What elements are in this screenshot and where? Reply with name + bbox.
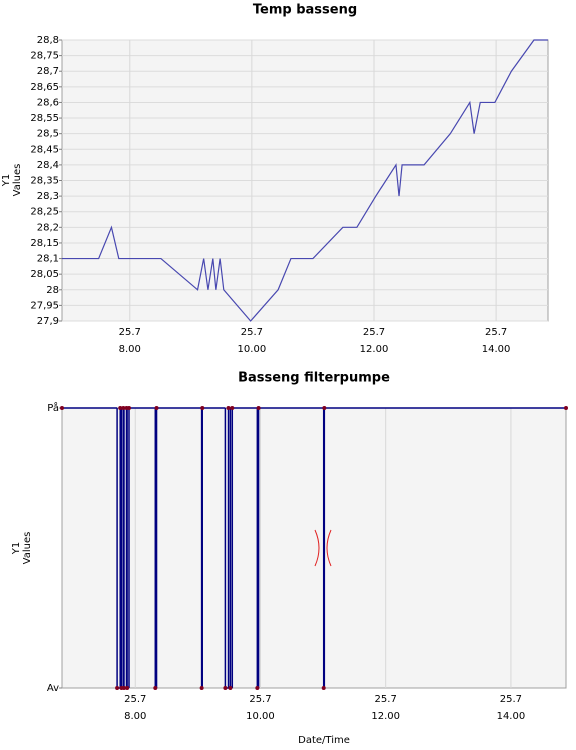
x-tick-date: 25.7 bbox=[485, 327, 507, 338]
point-marker bbox=[126, 406, 131, 410]
point-marker bbox=[60, 406, 64, 410]
point-marker bbox=[228, 686, 233, 690]
x-tick-date: 25.7 bbox=[124, 694, 146, 705]
y-tick-label: 28,8 bbox=[37, 35, 59, 46]
y-tick-label: 28,3 bbox=[37, 191, 59, 202]
point-marker bbox=[564, 406, 568, 410]
x-tick-date: 25.7 bbox=[249, 694, 271, 705]
y-tick-label: 28,4 bbox=[37, 160, 59, 171]
point-marker bbox=[125, 686, 130, 690]
y-tick-label: 27,9 bbox=[37, 316, 59, 327]
y-tick-label: 28,75 bbox=[30, 51, 59, 62]
point-marker bbox=[154, 406, 159, 410]
y-tick-label: 28 bbox=[46, 285, 59, 296]
y-tick-label: 28,45 bbox=[30, 144, 59, 155]
y-tick-label: 28,1 bbox=[37, 254, 59, 265]
data-line bbox=[62, 39, 548, 322]
y-tick-label: Av bbox=[47, 683, 59, 694]
y-tick-label: 28,25 bbox=[30, 207, 59, 218]
chart-title: Basseng filterpumpe bbox=[238, 371, 390, 386]
point-marker bbox=[255, 686, 260, 690]
x-tick-date: 25.7 bbox=[500, 694, 522, 705]
x-tick-label: 14.00 bbox=[497, 711, 526, 722]
chart-title: Temp basseng bbox=[253, 3, 357, 18]
point-marker bbox=[121, 406, 126, 410]
point-marker bbox=[223, 686, 228, 690]
x-tick-label: 10.00 bbox=[238, 344, 267, 355]
y-axis-title: Values bbox=[12, 164, 23, 197]
y-tick-label: 28,7 bbox=[37, 66, 59, 77]
point-marker bbox=[121, 686, 126, 690]
cursor bbox=[314, 529, 332, 567]
y-tick-label: 28,55 bbox=[30, 113, 59, 124]
x-tick-label: 8.00 bbox=[119, 344, 141, 355]
point-marker bbox=[230, 406, 235, 410]
x-tick-date: 25.7 bbox=[119, 327, 141, 338]
y-tick-label: 28,2 bbox=[37, 222, 59, 233]
y-tick-label: 28,05 bbox=[30, 269, 59, 280]
x-tick-label: 14.00 bbox=[482, 344, 511, 355]
x-tick-label: 10.00 bbox=[246, 711, 275, 722]
point-marker bbox=[200, 406, 205, 410]
point-marker bbox=[153, 686, 158, 690]
point-marker bbox=[118, 406, 123, 410]
y-axis-title: Values bbox=[22, 532, 33, 565]
x-axis-title: Date/Time bbox=[298, 735, 350, 746]
y-tick-label: 28,65 bbox=[30, 82, 59, 93]
point-marker bbox=[226, 406, 231, 410]
plot-area bbox=[61, 407, 567, 689]
x-tick-label: 12.00 bbox=[371, 711, 400, 722]
y-tick-label: På bbox=[47, 401, 59, 414]
y-tick-label: 28,15 bbox=[30, 238, 59, 249]
x-tick-date: 25.7 bbox=[375, 694, 397, 705]
y-tick-label: 27,95 bbox=[30, 300, 59, 311]
point-marker bbox=[115, 686, 120, 690]
y-tick-label: 28,6 bbox=[37, 97, 59, 108]
point-marker bbox=[199, 686, 204, 690]
x-tick-label: 8.00 bbox=[124, 711, 146, 722]
point-marker bbox=[322, 406, 327, 410]
x-tick-date: 25.7 bbox=[241, 327, 263, 338]
y-tick-label: 28,5 bbox=[37, 129, 59, 140]
y-tick-label: 28,35 bbox=[30, 176, 59, 187]
x-tick-date: 25.7 bbox=[363, 327, 385, 338]
point-marker bbox=[321, 686, 326, 690]
x-tick-label: 12.00 bbox=[360, 344, 389, 355]
point-marker bbox=[256, 406, 261, 410]
y-axis-title: Y1 bbox=[11, 542, 22, 555]
y-axis-title: Y1 bbox=[1, 174, 12, 187]
